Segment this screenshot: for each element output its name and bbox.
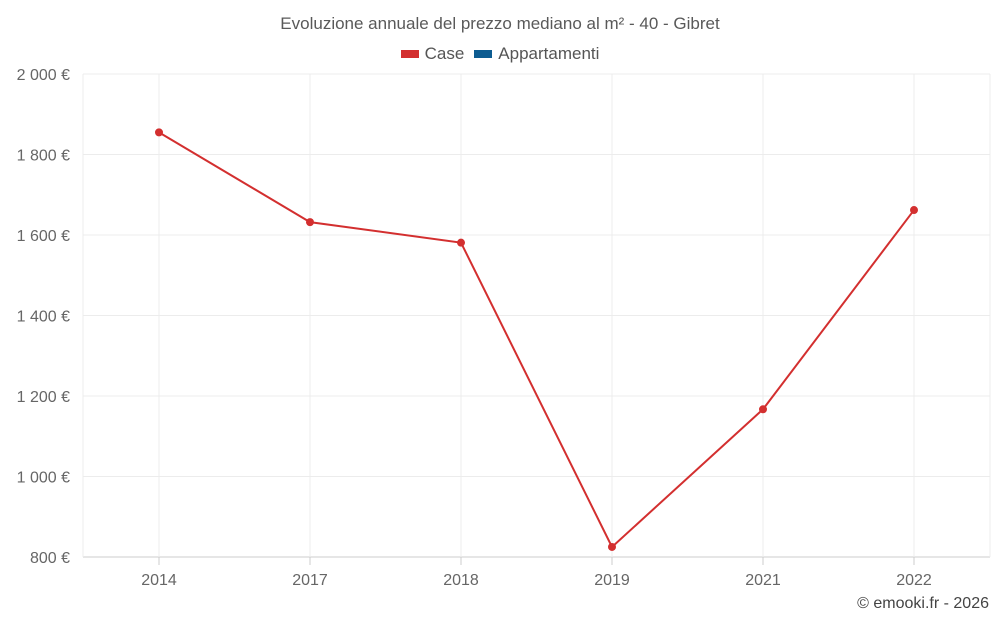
data-point[interactable] <box>306 218 314 227</box>
data-point[interactable] <box>910 206 918 215</box>
x-axis: 2014 2017 2018 2019 2021 2022 <box>141 557 932 589</box>
legend-item-appartamenti[interactable]: Appartamenti <box>474 44 599 64</box>
x-tick-label: 2022 <box>896 572 932 589</box>
legend-swatch-case <box>400 50 419 58</box>
series-case <box>155 128 918 551</box>
data-point[interactable] <box>608 542 616 551</box>
y-tick-label: 1 600 € <box>17 228 70 245</box>
data-point[interactable] <box>759 405 767 414</box>
legend: Case Appartamenti <box>0 44 1000 64</box>
x-tick-label: 2017 <box>292 572 328 589</box>
legend-item-case[interactable]: Case <box>400 44 465 64</box>
y-tick-label: 1 000 € <box>17 470 70 487</box>
grid <box>82 73 991 558</box>
data-point[interactable] <box>457 238 465 247</box>
y-tick-label: 1 200 € <box>17 389 70 406</box>
y-tick-label: 1 400 € <box>17 309 70 326</box>
credit: © emooki.fr - 2026 <box>857 595 989 612</box>
series-line <box>158 131 915 549</box>
legend-swatch-appartamenti <box>474 50 493 58</box>
x-tick-label: 2019 <box>594 572 630 589</box>
y-tick-label: 1 800 € <box>17 148 70 165</box>
data-point[interactable] <box>155 128 163 137</box>
chart-title: Evoluzione annuale del prezzo mediano al… <box>280 14 720 33</box>
y-tick-label: 800 € <box>30 550 70 567</box>
legend-label-appartamenti: Appartamenti <box>498 44 600 63</box>
y-tick-label: 2 000 € <box>17 67 70 84</box>
x-tick-label: 2018 <box>443 572 479 589</box>
x-tick-label: 2014 <box>141 572 177 589</box>
legend-label-case: Case <box>424 44 465 63</box>
x-tick-label: 2021 <box>745 572 781 589</box>
y-axis: 800 € 1 000 € 1 200 € 1 400 € 1 600 € 1 800 €… <box>17 67 70 567</box>
